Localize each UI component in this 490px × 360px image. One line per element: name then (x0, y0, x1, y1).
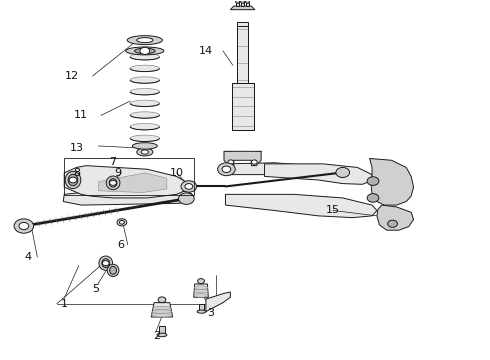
Text: 1: 1 (61, 299, 68, 309)
Circle shape (110, 180, 117, 185)
Circle shape (241, 0, 245, 3)
Polygon shape (265, 164, 372, 184)
Ellipse shape (109, 179, 117, 187)
Ellipse shape (99, 256, 113, 270)
Ellipse shape (126, 47, 164, 55)
Ellipse shape (194, 294, 208, 297)
Ellipse shape (151, 314, 172, 317)
Bar (237, 22, 248, 83)
Ellipse shape (65, 171, 81, 189)
Ellipse shape (130, 135, 159, 141)
Polygon shape (225, 194, 377, 218)
Circle shape (336, 167, 349, 177)
Text: 13: 13 (70, 143, 83, 153)
Circle shape (19, 222, 29, 230)
Ellipse shape (130, 89, 159, 95)
Text: 2: 2 (153, 331, 161, 341)
Ellipse shape (107, 264, 119, 276)
Circle shape (178, 193, 194, 204)
Text: 14: 14 (199, 46, 213, 56)
Polygon shape (232, 83, 253, 130)
Text: 15: 15 (326, 206, 340, 216)
Circle shape (251, 160, 257, 164)
Polygon shape (64, 166, 189, 198)
Ellipse shape (197, 310, 206, 313)
Ellipse shape (152, 310, 171, 314)
Bar (198, 305, 204, 312)
Circle shape (14, 219, 34, 233)
Text: 10: 10 (170, 168, 184, 178)
Circle shape (102, 261, 109, 266)
Bar (159, 326, 165, 335)
Circle shape (140, 47, 150, 54)
Ellipse shape (106, 176, 120, 190)
Ellipse shape (127, 36, 162, 45)
Polygon shape (230, 6, 255, 10)
Ellipse shape (132, 143, 157, 149)
Polygon shape (63, 192, 194, 205)
Ellipse shape (153, 306, 171, 310)
Ellipse shape (194, 286, 208, 289)
Text: 9: 9 (114, 168, 122, 178)
Ellipse shape (130, 112, 159, 118)
Bar (246, 2, 249, 6)
Ellipse shape (194, 289, 208, 293)
Text: 5: 5 (93, 284, 99, 294)
Circle shape (367, 177, 379, 185)
Polygon shape (151, 303, 172, 317)
Ellipse shape (157, 333, 167, 337)
Ellipse shape (130, 77, 159, 83)
Circle shape (117, 219, 127, 226)
Circle shape (367, 194, 379, 202)
Ellipse shape (68, 174, 78, 186)
Ellipse shape (130, 100, 159, 107)
Bar (236, 2, 239, 6)
Polygon shape (224, 151, 261, 166)
Ellipse shape (141, 150, 148, 154)
Polygon shape (226, 163, 347, 176)
Circle shape (69, 177, 77, 183)
Circle shape (222, 166, 231, 172)
Circle shape (388, 220, 397, 227)
Bar (64, 158, 194, 195)
Text: 7: 7 (109, 157, 117, 167)
Circle shape (120, 221, 124, 224)
Circle shape (245, 0, 249, 3)
Circle shape (158, 297, 166, 303)
Polygon shape (377, 205, 414, 230)
Text: 8: 8 (73, 168, 80, 178)
Ellipse shape (135, 48, 155, 54)
Polygon shape (369, 158, 414, 205)
Ellipse shape (110, 266, 117, 274)
Polygon shape (98, 173, 167, 193)
Bar (241, 2, 244, 6)
Circle shape (218, 163, 235, 176)
Ellipse shape (130, 123, 159, 130)
Circle shape (185, 184, 193, 189)
Circle shape (181, 181, 196, 192)
Text: 3: 3 (207, 308, 214, 318)
Circle shape (236, 0, 240, 3)
Ellipse shape (137, 148, 153, 156)
Ellipse shape (137, 38, 153, 42)
Polygon shape (206, 292, 230, 312)
Ellipse shape (130, 54, 159, 60)
Ellipse shape (130, 65, 159, 72)
Text: 6: 6 (117, 239, 124, 249)
Circle shape (197, 279, 204, 284)
Polygon shape (194, 284, 208, 297)
Text: 4: 4 (24, 252, 31, 262)
Circle shape (228, 160, 234, 164)
Ellipse shape (102, 259, 110, 268)
Text: 12: 12 (65, 71, 78, 81)
Text: 11: 11 (74, 111, 88, 121)
